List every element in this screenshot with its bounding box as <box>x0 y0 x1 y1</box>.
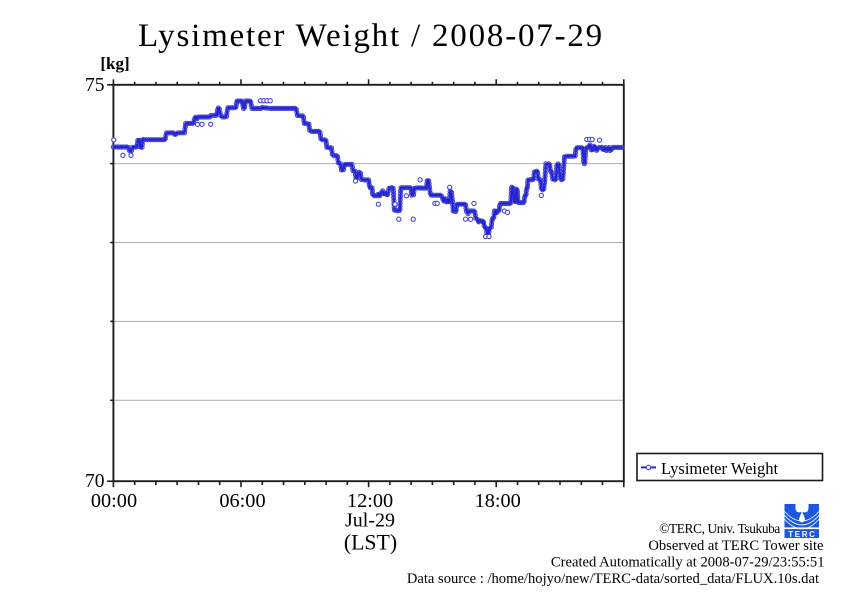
svg-text:75: 75 <box>85 75 105 96</box>
svg-text:TERC: TERC <box>788 530 816 539</box>
svg-text:18:00: 18:00 <box>475 490 521 512</box>
svg-text:Lysimeter Weight / 2008-07-29: Lysimeter Weight / 2008-07-29 <box>138 18 604 54</box>
svg-text:Jul-29: Jul-29 <box>345 510 395 532</box>
svg-text:70: 70 <box>85 471 105 492</box>
svg-text:(LST): (LST) <box>344 530 397 554</box>
svg-text:06:00: 06:00 <box>219 490 265 512</box>
svg-text:©TERC, Univ. Tsukuba: ©TERC, Univ. Tsukuba <box>659 521 780 536</box>
svg-text:00:00: 00:00 <box>91 490 137 512</box>
svg-text:[kg]: [kg] <box>100 54 129 73</box>
svg-text:Lysimeter Weight: Lysimeter Weight <box>661 459 778 478</box>
svg-text:Data source : /home/hojyo/new/: Data source : /home/hojyo/new/TERC-data/… <box>407 571 819 587</box>
svg-text:12:00: 12:00 <box>347 490 393 512</box>
svg-text:Observed at TERC Tower site: Observed at TERC Tower site <box>648 538 823 554</box>
svg-text:Created Automatically at 2008-: Created Automatically at 2008-07-29/23:5… <box>551 554 825 570</box>
